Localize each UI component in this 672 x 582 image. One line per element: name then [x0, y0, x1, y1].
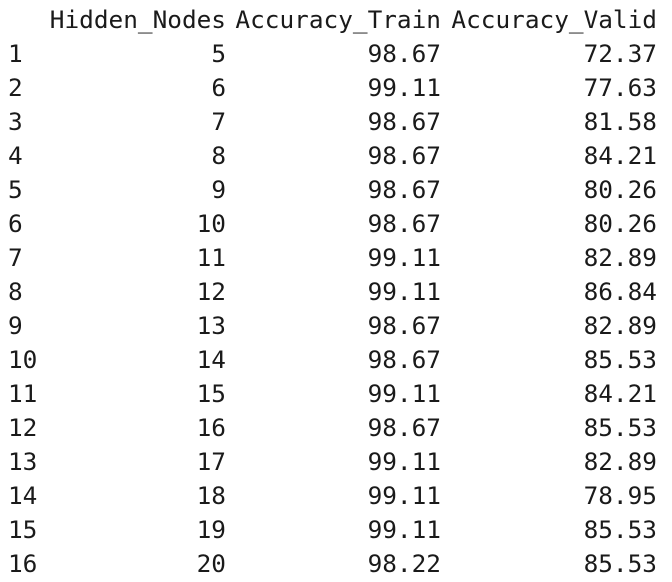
accuracy-valid-cell: 86.84: [583, 277, 657, 306]
accuracy-train-cell: 99.11: [367, 447, 441, 476]
hidden-nodes-cell: 13: [196, 311, 226, 340]
table-row: 1 5 98.67 72.37: [0, 37, 672, 71]
table-row: 11 15 99.11 84.21: [0, 377, 672, 411]
table-header: Hidden_Nodes Accuracy_Train Accuracy_Val…: [0, 3, 672, 37]
table-row: 14 18 99.11 78.95: [0, 479, 672, 513]
table-row: 13 17 99.11 82.89: [0, 445, 672, 479]
accuracy-valid-cell: 82.89: [583, 311, 657, 340]
accuracy-train-cell: 98.67: [367, 413, 441, 442]
table-row: 12 16 98.67 85.53: [0, 411, 672, 445]
row-name: 2: [8, 73, 23, 102]
table-row: 10 14 98.67 85.53: [0, 343, 672, 377]
accuracy-train-cell: 98.22: [367, 549, 441, 578]
accuracy-valid-cell: 82.89: [583, 243, 657, 272]
row-name: 8: [8, 277, 23, 306]
row-name: 15: [8, 515, 38, 544]
accuracy-valid-cell: 77.63: [583, 73, 657, 102]
row-name: 6: [8, 209, 23, 238]
row-name: 13: [8, 447, 38, 476]
hidden-nodes-cell: 7: [211, 107, 226, 136]
hidden-nodes-cell: 5: [211, 39, 226, 68]
accuracy-train-cell: 99.11: [367, 379, 441, 408]
row-name: 14: [8, 481, 38, 510]
table-row: 2 6 99.11 77.63: [0, 71, 672, 105]
accuracy-train-cell: 98.67: [367, 107, 441, 136]
accuracy-valid-cell: 80.26: [583, 209, 657, 238]
accuracy-train-cell: 98.67: [367, 209, 441, 238]
hidden-nodes-cell: 6: [211, 73, 226, 102]
table-row: 9 13 98.67 82.89: [0, 309, 672, 343]
row-name: 4: [8, 141, 23, 170]
accuracy-valid-cell: 85.53: [583, 515, 657, 544]
accuracy-train-cell: 98.67: [367, 141, 441, 170]
row-name: 7: [8, 243, 23, 272]
accuracy-train-cell: 99.11: [367, 277, 441, 306]
table-row: 16 20 98.22 85.53: [0, 547, 672, 581]
hidden-nodes-cell: 11: [196, 243, 226, 272]
accuracy-train-cell: 98.67: [367, 311, 441, 340]
table-row: 3 7 98.67 81.58: [0, 105, 672, 139]
table-row: 5 9 98.67 80.26: [0, 173, 672, 207]
accuracy-valid-cell: 84.21: [583, 379, 657, 408]
row-name: 3: [8, 107, 23, 136]
hidden-nodes-cell: 8: [211, 141, 226, 170]
row-name: 1: [8, 39, 23, 68]
accuracy-valid-cell: 78.95: [583, 481, 657, 510]
table-row: 8 12 99.11 86.84: [0, 275, 672, 309]
accuracy-valid-cell: 72.37: [583, 39, 657, 68]
table-row: 7 11 99.11 82.89: [0, 241, 672, 275]
accuracy-valid-cell: 80.26: [583, 175, 657, 204]
row-name: 12: [8, 413, 38, 442]
hidden-nodes-cell: 10: [196, 209, 226, 238]
accuracy-valid-cell: 85.53: [583, 413, 657, 442]
hidden-nodes-cell: 12: [196, 277, 226, 306]
accuracy-valid-cell: 85.53: [583, 345, 657, 374]
row-name: 16: [8, 549, 38, 578]
row-name: 10: [8, 345, 38, 374]
table-row: 4 8 98.67 84.21: [0, 139, 672, 173]
hidden-nodes-cell: 9: [211, 175, 226, 204]
column-header-accuracy-valid: Accuracy_Valid: [451, 5, 657, 34]
hidden-nodes-cell: 14: [196, 345, 226, 374]
row-name: 5: [8, 175, 23, 204]
accuracy-train-cell: 99.11: [367, 515, 441, 544]
hidden-nodes-cell: 19: [196, 515, 226, 544]
hidden-nodes-cell: 15: [196, 379, 226, 408]
table-row: 6 10 98.67 80.26: [0, 207, 672, 241]
accuracy-train-cell: 99.11: [367, 243, 441, 272]
row-name: 11: [8, 379, 38, 408]
column-header-hidden-nodes: Hidden_Nodes: [49, 5, 226, 34]
accuracy-valid-cell: 82.89: [583, 447, 657, 476]
accuracy-train-cell: 99.11: [367, 481, 441, 510]
table-row: 15 19 99.11 85.53: [0, 513, 672, 547]
row-name: 9: [8, 311, 23, 340]
accuracy-train-cell: 98.67: [367, 345, 441, 374]
hidden-nodes-cell: 18: [196, 481, 226, 510]
accuracy-train-cell: 98.67: [367, 175, 441, 204]
hidden-nodes-cell: 16: [196, 413, 226, 442]
hidden-nodes-cell: 20: [196, 549, 226, 578]
accuracy-valid-cell: 81.58: [583, 107, 657, 136]
accuracy-valid-cell: 85.53: [583, 549, 657, 578]
accuracy-train-cell: 99.11: [367, 73, 441, 102]
hidden-nodes-cell: 17: [196, 447, 226, 476]
column-header-accuracy-train: Accuracy_Train: [235, 5, 441, 34]
accuracy-train-cell: 98.67: [367, 39, 441, 68]
accuracy-valid-cell: 84.21: [583, 141, 657, 170]
